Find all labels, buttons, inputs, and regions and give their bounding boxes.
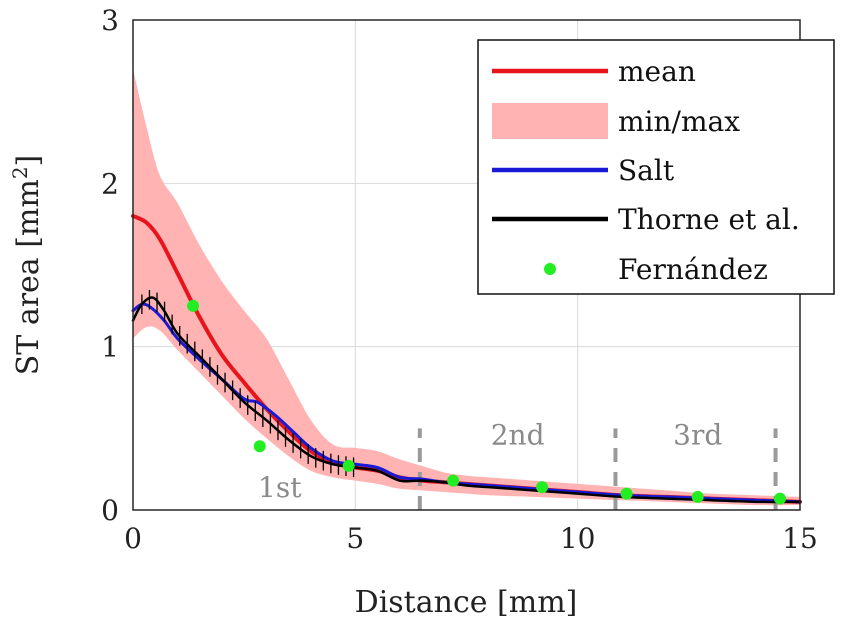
annotations-layer: 1st 2nd 3rd [258, 419, 722, 504]
legend-label-thorne-et-al: Thorne et al. [618, 203, 800, 236]
fernandez-point [447, 474, 460, 487]
region-label: 3rd [673, 419, 722, 452]
x-axis-label: Distance [mm] [355, 585, 578, 620]
y-tick-label: 2 [101, 167, 119, 200]
legend: mean min/max Salt Thorne et al. Fernández [477, 39, 835, 295]
x-tick-label: 15 [782, 522, 818, 555]
region-label: 1st [258, 471, 302, 504]
y-tick-label: 1 [101, 331, 119, 364]
legend-swatch-fernandez [544, 263, 556, 275]
x-tick-label: 0 [124, 522, 142, 555]
y-tick-label: 3 [101, 4, 119, 37]
fernandez-point [536, 481, 549, 494]
region-label: 2nd [491, 419, 545, 452]
legend-items: mean min/max Salt Thorne et al. Fernández [492, 55, 800, 286]
fernandez-point [620, 487, 633, 500]
fernandez-point [187, 299, 200, 312]
tick-labels-layer: 0 5 10 15 0 1 2 3 [101, 4, 818, 555]
legend-label-salt: Salt [618, 154, 675, 187]
fernandez-point [253, 440, 266, 453]
legend-swatch-min-max [492, 103, 608, 139]
x-tick-label: 10 [560, 522, 596, 555]
legend-label-fernandez: Fernández [618, 253, 768, 286]
y-axis-label: ST area [mm2] [8, 155, 46, 376]
legend-label-mean: mean [618, 55, 696, 88]
legend-box [477, 39, 835, 295]
x-tick-label: 5 [346, 522, 364, 555]
fernandez-point [691, 490, 704, 503]
legend-label-min-max: min/max [618, 105, 740, 138]
fernandez-point [342, 459, 355, 472]
points-layer [187, 299, 786, 505]
y-tick-label: 0 [101, 494, 119, 527]
fernandez-point [773, 492, 786, 505]
